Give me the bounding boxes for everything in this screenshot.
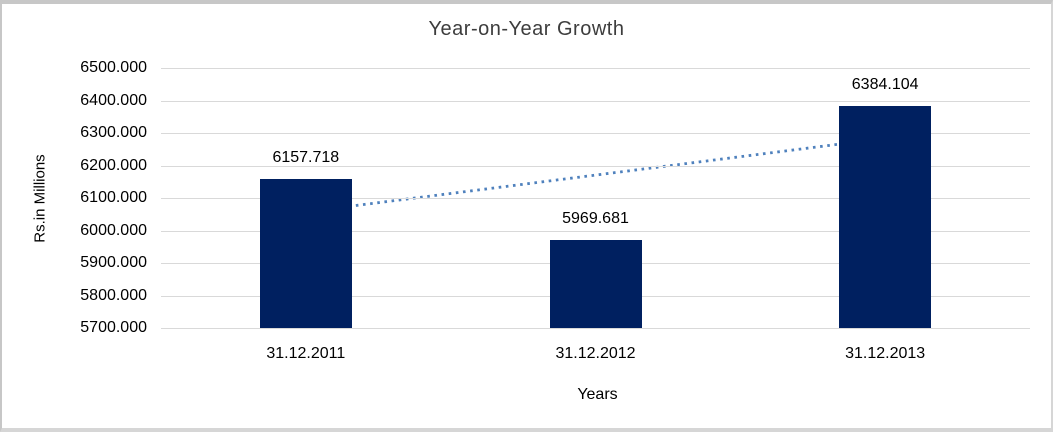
bar-data-label: 6157.718 xyxy=(272,149,340,167)
y-tick-label: 6200.000 xyxy=(80,156,147,174)
chart-title: Year-on-Year Growth xyxy=(428,18,625,40)
y-tick-label: 6500.000 xyxy=(80,59,147,76)
x-category-label: 31.12.2012 xyxy=(555,345,636,362)
y-tick-label: 5700.000 xyxy=(80,319,147,336)
bar xyxy=(259,179,352,328)
y-tick-label: 5800.000 xyxy=(80,286,147,304)
y-tick-label: 6000.000 xyxy=(80,221,147,239)
bar-data-label: 5969.681 xyxy=(562,210,629,228)
gridline xyxy=(161,328,1030,329)
bar xyxy=(839,105,932,328)
bar-data-label: 6384.104 xyxy=(851,75,919,93)
bar xyxy=(549,240,642,328)
x-category-label: 31.12.2013 xyxy=(845,345,926,362)
x-category-label: 31.12.2011 xyxy=(266,345,346,362)
y-tick-label: 5900.000 xyxy=(80,254,147,271)
y-tick-label: 6100.000 xyxy=(80,189,147,206)
y-tick-label: 6400.000 xyxy=(80,91,147,109)
x-axis-title: Years xyxy=(577,386,618,403)
trendline xyxy=(305,136,886,214)
y-tick-label: 6300.000 xyxy=(80,124,147,141)
gridline xyxy=(161,68,1030,69)
gridline xyxy=(161,100,1030,102)
